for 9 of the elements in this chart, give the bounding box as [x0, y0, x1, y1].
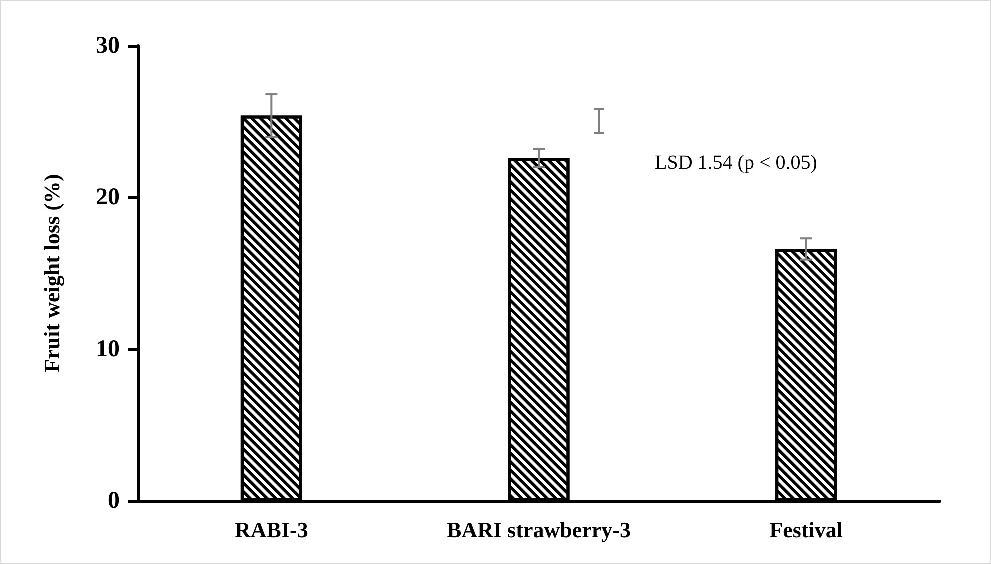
y-tick-label: 20	[96, 184, 120, 211]
y-tick-label: 10	[96, 336, 120, 362]
x-tick-label: Festival	[770, 518, 843, 542]
x-tick-label: RABI-3	[234, 518, 308, 542]
annotation: LSD 1.54 (p < 0.05)	[655, 152, 818, 175]
x-tick-label: BARI strawberry-3	[447, 518, 631, 542]
y-tick-label: 0	[108, 488, 120, 514]
y-tick-label: 30	[96, 33, 120, 59]
y-axis-title: Fruit weight loss (%)	[40, 174, 64, 373]
